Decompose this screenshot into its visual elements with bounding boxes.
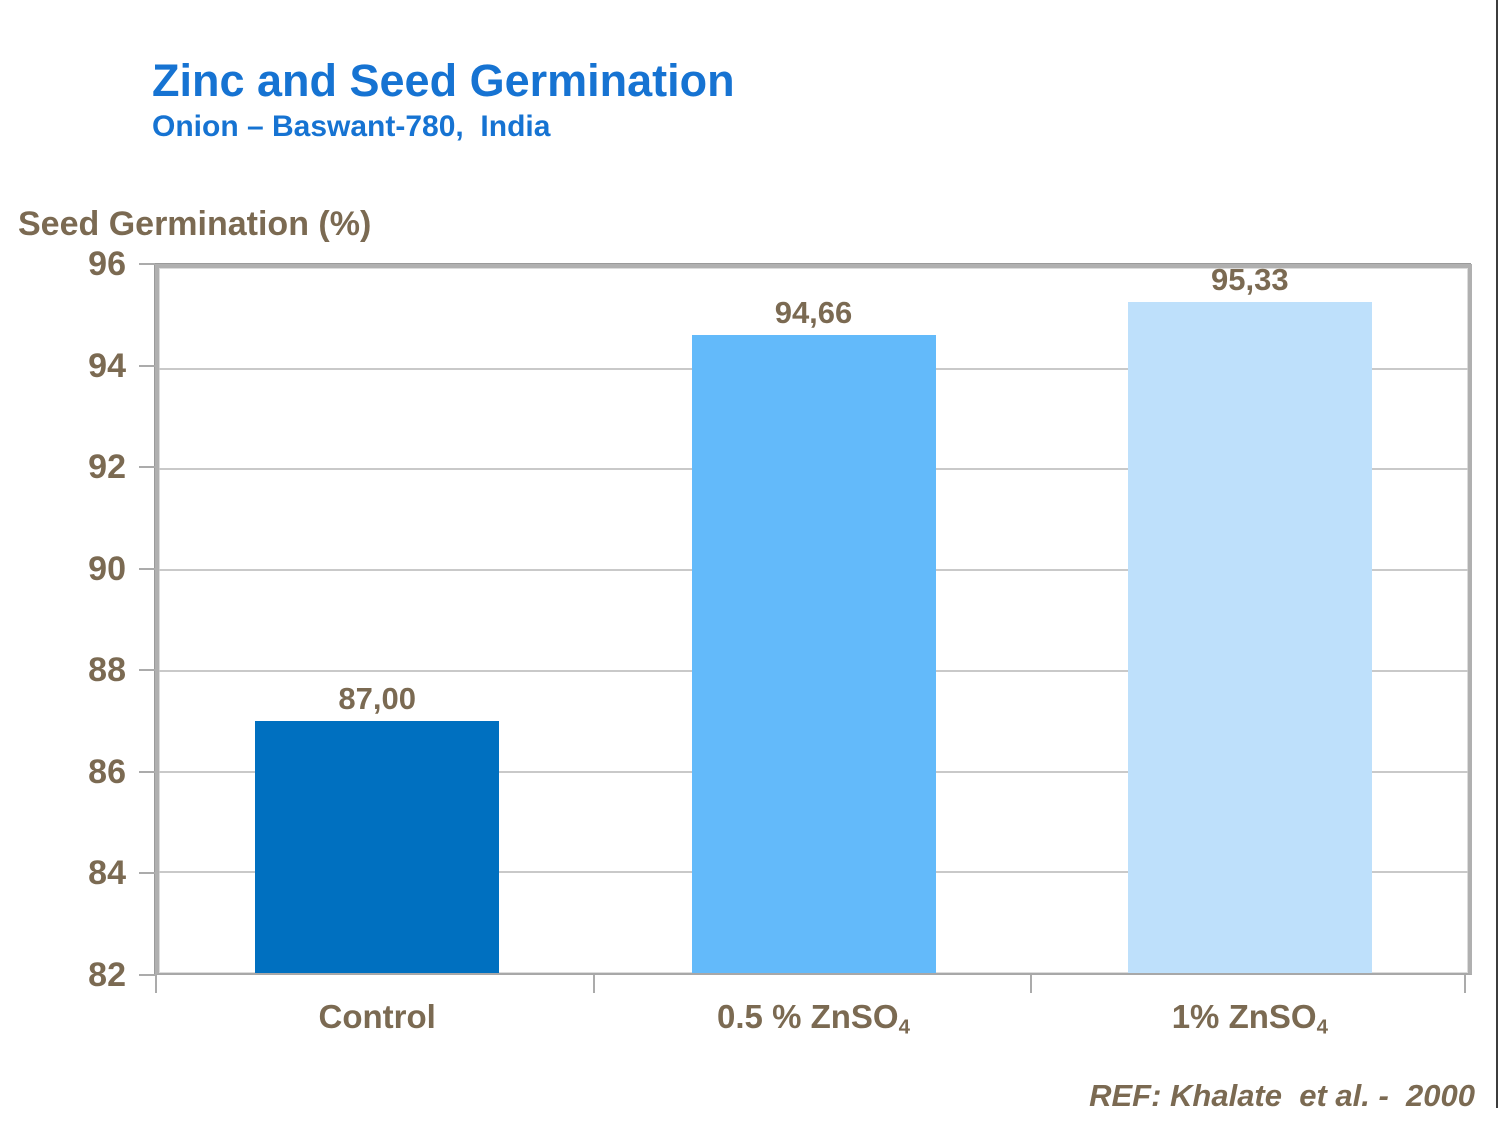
x-axis-label-znso4-0-5-pct: 0.5 % ZnSO4 — [564, 998, 1064, 1040]
x-tick-mark-0 — [155, 975, 157, 993]
y-tick-mark-94 — [139, 364, 155, 367]
x-tick-mark-3 — [1464, 975, 1466, 993]
screen-edge-line — [1496, 0, 1498, 1108]
x-tick-mark-1 — [593, 975, 596, 993]
slide-subtitle: Onion – Baswant-780, India — [152, 110, 551, 143]
y-tick-mark-90 — [139, 567, 155, 570]
slide-title: Zinc and Seed Germination — [152, 55, 735, 106]
bar-control — [255, 721, 500, 973]
x-axis-label-text: 1% ZnSO — [1171, 998, 1317, 1035]
x-tick-mark-2 — [1029, 975, 1032, 993]
x-axis-label-subscript: 4 — [1316, 1015, 1328, 1039]
y-tick-mark-86 — [139, 770, 155, 773]
chart-plot-area: 87,00 94,66 95,33 — [155, 261, 1472, 975]
x-axis-labels: Control 0.5 % ZnSO4 1% ZnSO4 — [159, 998, 1468, 1058]
x-axis-label-text: Control — [318, 998, 436, 1035]
y-tick-label-92: 92 — [88, 448, 126, 487]
y-tick-label-84: 84 — [88, 854, 126, 893]
y-tick-label-86: 86 — [88, 752, 126, 791]
y-axis-title: Seed Germination (%) — [18, 205, 372, 243]
x-axis-label-subscript: 4 — [898, 1015, 910, 1039]
bar-znso4-0-5-pct — [691, 335, 936, 973]
bar-value-label-znso4-0-5-pct: 94,66 — [774, 295, 853, 331]
bar-value-label-control: 87,00 — [338, 681, 416, 717]
y-tick-label-96: 96 — [88, 245, 126, 283]
bar-znso4-1-pct — [1127, 301, 1372, 973]
y-tick-mark-96 — [139, 263, 155, 265]
y-tick-mark-82 — [139, 974, 155, 976]
x-axis-label-control: Control — [127, 998, 627, 1036]
y-tick-label-94: 94 — [88, 346, 126, 385]
y-tick-mark-84 — [139, 872, 155, 875]
y-tick-label-88: 88 — [88, 651, 126, 690]
y-tick-mark-92 — [139, 466, 155, 469]
y-tick-label-82: 82 — [88, 956, 126, 994]
reference-text: REF: Khalate et al. - 2000 — [1089, 1078, 1475, 1113]
y-tick-label-90: 90 — [88, 549, 126, 588]
x-axis-label-text: 0.5 % ZnSO — [717, 998, 899, 1035]
bar-value-label-znso4-1-pct: 95,33 — [1211, 261, 1289, 297]
x-axis-label-znso4-1-pct: 1% ZnSO4 — [1000, 998, 1500, 1040]
y-tick-mark-88 — [139, 669, 155, 672]
